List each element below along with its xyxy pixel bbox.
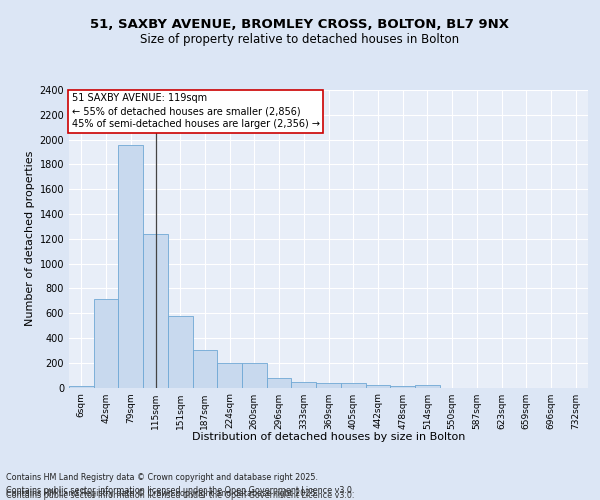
Bar <box>316 383 341 388</box>
Text: Contains public sector information licensed under the Open Government Licence v3: Contains public sector information licen… <box>6 491 355 500</box>
Bar <box>193 350 217 388</box>
Bar <box>143 234 168 388</box>
Bar <box>341 383 365 388</box>
Text: Size of property relative to detached houses in Bolton: Size of property relative to detached ho… <box>140 32 460 46</box>
Bar <box>292 382 316 388</box>
Text: Contains HM Land Registry data © Crown copyright and database right 2025.
Contai: Contains HM Land Registry data © Crown c… <box>6 474 355 495</box>
Bar <box>365 385 390 388</box>
Bar <box>118 144 143 388</box>
Bar <box>168 316 193 388</box>
Bar <box>267 378 292 388</box>
Bar <box>415 385 440 388</box>
Bar <box>390 386 415 388</box>
Y-axis label: Number of detached properties: Number of detached properties <box>25 151 35 326</box>
Text: Contains HM Land Registry data © Crown copyright and database right 2025.: Contains HM Land Registry data © Crown c… <box>6 488 318 498</box>
Bar <box>217 362 242 388</box>
Text: 51, SAXBY AVENUE, BROMLEY CROSS, BOLTON, BL7 9NX: 51, SAXBY AVENUE, BROMLEY CROSS, BOLTON,… <box>91 18 509 30</box>
Text: 51 SAXBY AVENUE: 119sqm
← 55% of detached houses are smaller (2,856)
45% of semi: 51 SAXBY AVENUE: 119sqm ← 55% of detache… <box>71 93 320 130</box>
Bar <box>242 362 267 388</box>
X-axis label: Distribution of detached houses by size in Bolton: Distribution of detached houses by size … <box>192 432 465 442</box>
Bar <box>94 300 118 388</box>
Bar <box>69 386 94 388</box>
